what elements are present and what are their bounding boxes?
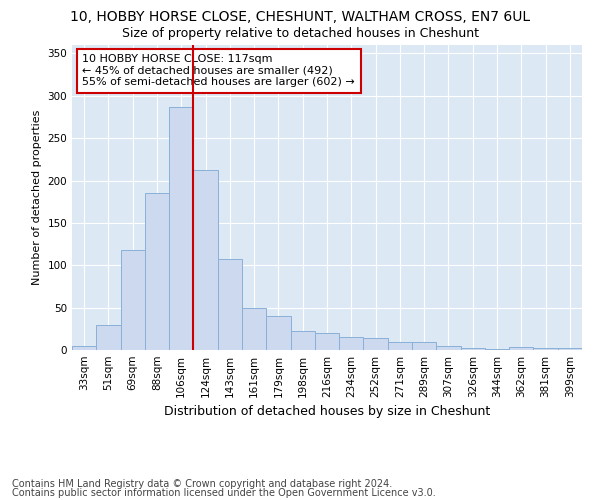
Y-axis label: Number of detached properties: Number of detached properties (32, 110, 42, 285)
Bar (485, 349, 509, 350)
Text: Size of property relative to detached houses in Cheshunt: Size of property relative to detached ho… (121, 28, 479, 40)
Bar (388, 342, 412, 350)
Bar (339, 338, 364, 350)
Bar (558, 348, 582, 350)
Bar (412, 342, 436, 350)
Bar (218, 260, 242, 350)
Text: Contains public sector information licensed under the Open Government Licence v3: Contains public sector information licen… (12, 488, 436, 498)
Bar (169, 107, 193, 350)
Text: 10, HOBBY HORSE CLOSE, CHESHUNT, WALTHAM CROSS, EN7 6UL: 10, HOBBY HORSE CLOSE, CHESHUNT, WALTHAM… (70, 10, 530, 24)
Bar (533, 348, 558, 350)
Bar (242, 308, 266, 350)
X-axis label: Distribution of detached houses by size in Cheshunt: Distribution of detached houses by size … (164, 406, 490, 418)
Bar (96, 324, 121, 350)
Bar (509, 348, 533, 350)
Bar (461, 348, 485, 350)
Bar (121, 250, 145, 350)
Bar (364, 338, 388, 350)
Bar (145, 194, 169, 350)
Bar (193, 170, 218, 350)
Bar (290, 330, 315, 350)
Bar (266, 316, 290, 350)
Text: Contains HM Land Registry data © Crown copyright and database right 2024.: Contains HM Land Registry data © Crown c… (12, 479, 392, 489)
Bar (72, 346, 96, 350)
Bar (315, 333, 339, 350)
Bar (436, 346, 461, 350)
Text: 10 HOBBY HORSE CLOSE: 117sqm
← 45% of detached houses are smaller (492)
55% of s: 10 HOBBY HORSE CLOSE: 117sqm ← 45% of de… (82, 54, 355, 88)
